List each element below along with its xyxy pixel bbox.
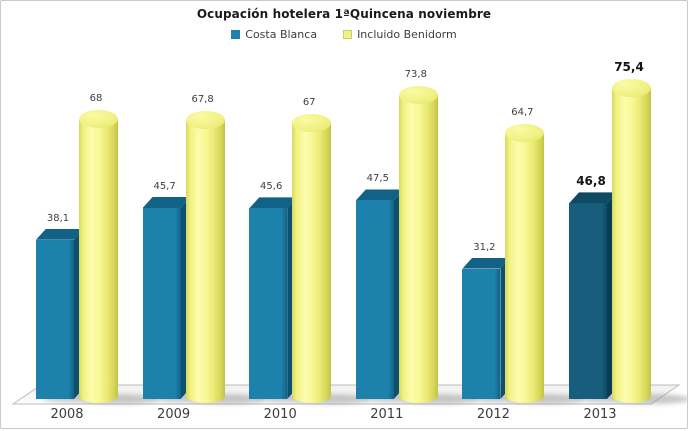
bar-incluido-benidorm-2011 <box>398 94 438 403</box>
cylinder-top-face <box>79 109 118 128</box>
bar-costa-blanca-2010 <box>249 208 288 399</box>
bar-incluido-benidorm-2009 <box>185 119 225 403</box>
value-label-incluido-benidorm-2008: 68 <box>89 92 103 104</box>
bar-top-face <box>249 197 298 209</box>
bar-top-face <box>569 192 617 204</box>
bar-incluido-benidorm-2008 <box>79 118 118 403</box>
bar-incluido-benidorm-2013 <box>612 87 651 403</box>
value-label-costa-blanca-2011: 47,5 <box>366 173 389 185</box>
bar-incluido-benidorm-2010 <box>292 122 332 403</box>
cylinder-top-face <box>612 78 651 97</box>
value-label-incluido-benidorm-2012: 64,7 <box>511 106 534 118</box>
value-label-incluido-benidorm-2013: 75,4 <box>614 59 644 74</box>
legend-item-costa-blanca: Costa Blanca <box>231 28 317 41</box>
bar-shadow <box>509 394 584 404</box>
cylinder-top-face <box>292 113 332 132</box>
cylinder-top-face <box>398 85 438 104</box>
legend-swatch-blue-icon <box>231 30 241 39</box>
value-label-costa-blanca-2013: 46,8 <box>576 174 606 189</box>
bar-costa-blanca-2012 <box>462 268 501 399</box>
legend-swatch-yellow-icon <box>343 30 353 39</box>
chart-title: Ocupación hotelera 1ªQuincena noviembre <box>196 7 492 21</box>
bar-shadow <box>402 394 477 404</box>
category-label-2010: 2010 <box>263 407 297 422</box>
cylinder-top-face <box>505 123 545 142</box>
legend-item-incluido-benidorm: Incluido Benidorm <box>343 28 457 41</box>
bar-shadow <box>189 394 264 404</box>
bar-shadow <box>296 394 371 404</box>
value-label-costa-blanca-2010: 45,6 <box>260 181 283 193</box>
bar-top-face <box>36 228 84 240</box>
value-label-incluido-benidorm-2010: 67 <box>302 96 316 108</box>
value-label-costa-blanca-2008: 38,1 <box>46 212 70 224</box>
category-label-2009: 2009 <box>157 407 191 422</box>
bar-shadow <box>83 394 157 404</box>
bar-top-face <box>142 196 191 208</box>
legend: Costa Blanca Incluido Benidorm <box>1 28 687 41</box>
bar-costa-blanca-2008 <box>36 239 74 399</box>
value-label-incluido-benidorm-2011: 73,8 <box>404 68 427 80</box>
value-label-costa-blanca-2012: 31,2 <box>473 241 496 253</box>
value-label-incluido-benidorm-2009: 67,8 <box>191 93 214 105</box>
bar-top-face <box>462 257 511 269</box>
legend-label-costa-blanca: Costa Blanca <box>245 28 318 41</box>
category-label-2013: 2013 <box>583 407 617 422</box>
value-label-costa-blanca-2009: 45,7 <box>153 180 176 192</box>
bar-costa-blanca-2011 <box>355 200 394 399</box>
bar-top-face <box>355 189 404 201</box>
bar-costa-blanca-2009 <box>142 207 181 399</box>
cylinder-top-face <box>185 110 225 129</box>
category-label-2011: 2011 <box>370 407 404 422</box>
bar-incluido-benidorm-2012 <box>505 132 545 403</box>
category-label-2008: 2008 <box>50 407 84 422</box>
bar-shadow <box>616 394 687 404</box>
legend-label-incluido-benidorm: Incluido Benidorm <box>357 28 457 41</box>
category-label-2012: 2012 <box>476 407 510 422</box>
bar-costa-blanca-2013 <box>569 203 607 399</box>
